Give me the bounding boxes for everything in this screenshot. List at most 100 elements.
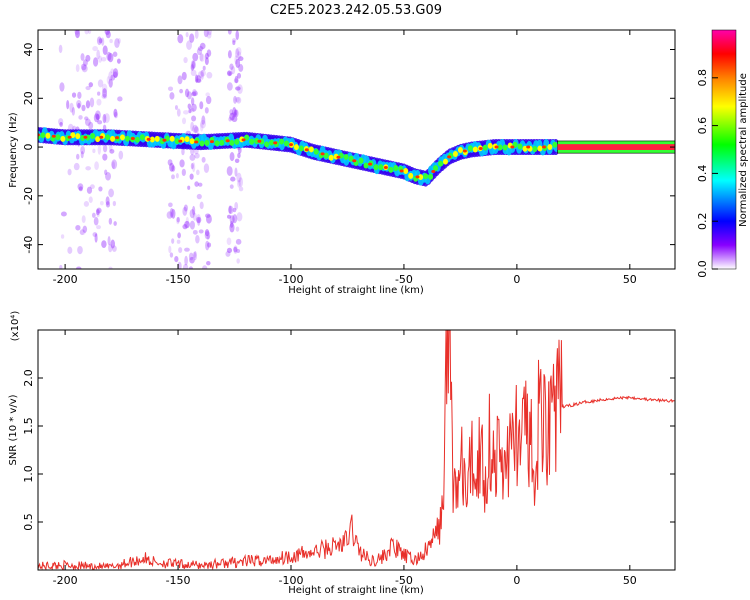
spectrogram-band-core — [90, 133, 96, 140]
spectrogram-speckle — [229, 184, 234, 189]
snr-x-ticks: -200 -150 -100 -50 0 50 — [53, 330, 637, 587]
spectrogram-speckle — [92, 232, 98, 237]
spectrogram-x-tick-label: 50 — [623, 273, 637, 286]
spectrogram-speckle — [191, 115, 197, 122]
spectrogram-speckle — [185, 216, 189, 226]
spectrogram-speckle — [96, 98, 102, 106]
spectrogram-speckle — [187, 103, 192, 110]
spectrogram-speckle — [113, 221, 117, 226]
spectrogram-speckle — [89, 184, 95, 190]
spectrogram-speckle — [238, 64, 244, 72]
snr-x-tick-label: -50 — [395, 574, 413, 587]
spectrogram-band-core — [328, 154, 334, 161]
spectrogram-speckle — [169, 208, 174, 218]
spectrogram-speckle — [188, 266, 194, 269]
snr-panel: -200 -150 -100 -50 0 50 0.5 1.0 1.5 2.0 Height o… — [8, 311, 676, 596]
spectrogram-speckle — [174, 255, 179, 263]
spectrogram-speckle — [235, 58, 241, 68]
spectrogram-speckle — [98, 37, 103, 44]
spectrogram-speckle — [192, 251, 197, 258]
spectrogram-speckle — [80, 151, 84, 159]
spectrogram-speckle — [205, 240, 210, 251]
spectrogram-y-tick-label: -40 — [22, 236, 35, 254]
figure-title: C2E5.2023.242.05.53.G09 — [270, 3, 442, 18]
spectrogram-speckle — [235, 226, 240, 232]
spectrogram-speckle — [58, 44, 63, 54]
spectrogram-speckle — [60, 211, 67, 217]
spectrogram-band-core — [547, 144, 553, 151]
spectrogram-speckle — [199, 53, 205, 62]
spectrogram-speckle — [59, 121, 63, 127]
spectrogram-speckle — [113, 108, 118, 118]
spectrogram-speckle — [112, 51, 118, 57]
colorbar-tick-label: 0.0 — [696, 260, 709, 278]
spectrogram-speckle — [102, 45, 108, 56]
spectrogram-band-core — [323, 152, 329, 159]
spectrogram-speckle — [196, 75, 202, 83]
spectrogram-speckle — [97, 145, 101, 155]
spectrogram-speckle — [101, 240, 107, 249]
spectrogram-speckle — [228, 205, 232, 214]
spectrogram-speckle — [89, 97, 95, 108]
spectrogram-speckle — [110, 239, 116, 249]
spectrogram-speckle — [192, 124, 198, 133]
spectrogram-y-ticks: -40 -20 0 20 40 — [22, 43, 675, 254]
spectrogram-speckle — [192, 90, 199, 97]
spectrogram-speckle — [108, 266, 113, 269]
spectrogram-band-core — [149, 136, 155, 143]
spectrogram-speckle — [189, 220, 195, 230]
spectrogram-band-core — [75, 133, 81, 140]
spectrogram-speckle — [200, 69, 205, 80]
snr-frame — [37, 329, 676, 571]
spectrogram-speckle — [75, 64, 80, 73]
spectrogram-speckle — [104, 30, 110, 35]
spectrogram-speckle — [199, 42, 206, 50]
spectrogram-band-core — [234, 138, 240, 145]
spectrogram-band-core — [174, 138, 180, 145]
spectrogram-speckle — [108, 143, 113, 152]
spectrogram-speckle — [74, 30, 80, 35]
spectrogram-speckle — [227, 70, 232, 77]
spectrogram-speckle — [104, 169, 108, 176]
spectrogram-band-core — [348, 155, 354, 162]
spectrogram-speckle — [88, 196, 93, 203]
spectrogram-band-core — [502, 144, 508, 151]
spectrogram-speckle — [182, 224, 188, 230]
spectrogram-speckle — [231, 115, 238, 123]
spectrogram-speckle — [77, 183, 84, 191]
spectrogram-speckle — [196, 216, 202, 224]
spectrogram-speckle — [106, 51, 112, 61]
spectrogram-speckle — [176, 239, 181, 244]
spectrogram-speckle — [196, 48, 203, 56]
spectrogram-speckle — [230, 66, 236, 75]
spectrogram-speckle — [183, 56, 188, 64]
spectrogram-speckle — [101, 37, 105, 46]
spectrogram-speckle — [167, 86, 174, 92]
spectrogram-band-core — [293, 144, 299, 151]
snr-y-tick-label: 1.0 — [22, 465, 35, 483]
spectrogram-speckle — [197, 46, 204, 52]
spectrogram-speckle — [200, 119, 206, 129]
spectrogram-speckle — [190, 69, 197, 77]
spectrogram-speckle — [195, 78, 202, 83]
snr-y-tick-label: 1.5 — [22, 417, 35, 435]
spectrogram-band-core — [423, 173, 429, 180]
spectrogram-speckle — [206, 261, 211, 266]
spectrogram-speckle — [107, 235, 111, 246]
spectrogram-speckle — [101, 94, 108, 99]
spectrogram-speckle — [205, 95, 212, 105]
spectrogram-speckle — [184, 88, 190, 98]
spectrogram-speckle — [112, 200, 117, 207]
spectrogram-speckle — [109, 38, 113, 44]
spectrogram-speckle — [117, 38, 121, 44]
spectrogram-speckle — [199, 101, 204, 110]
spectrogram-speckle — [236, 96, 242, 104]
spectrogram-speckle — [97, 91, 101, 96]
spectrogram-speckle — [59, 82, 65, 92]
spectrogram-band-core — [438, 160, 444, 167]
spectrogram-band-peak — [494, 145, 499, 149]
spectrogram-band-core — [95, 136, 101, 143]
spectrogram-speckle — [190, 64, 194, 72]
spectrogram-speckle — [193, 126, 199, 134]
spectrogram-speckle — [191, 91, 197, 97]
